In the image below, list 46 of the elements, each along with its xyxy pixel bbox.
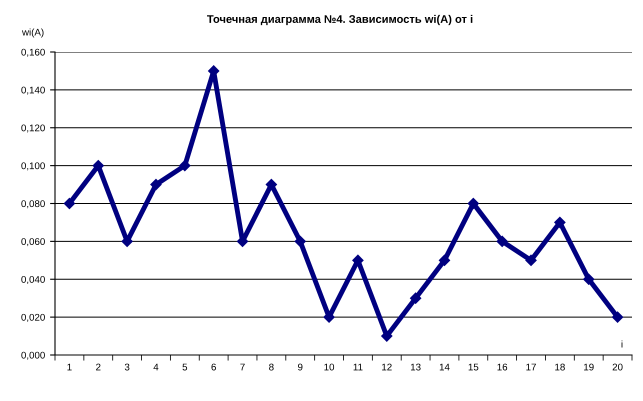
- y-tick-label: 0,140: [21, 86, 45, 95]
- x-tick-label: 2: [96, 364, 100, 370]
- point: [92, 160, 104, 172]
- y-tick-label: 0,080: [21, 200, 45, 208]
- point: [179, 160, 190, 172]
- y-tick-label: 0,100: [21, 162, 45, 170]
- x-tick-label: 13: [410, 364, 421, 370]
- x-tick-label: 9: [298, 364, 302, 370]
- y-tick-label: 0,040: [21, 276, 45, 284]
- x-tick-label: 5: [182, 364, 188, 370]
- x-tick-label: 19: [584, 364, 594, 370]
- point: [381, 330, 392, 342]
- x-tick-label: 11: [354, 364, 362, 370]
- point: [410, 292, 422, 304]
- point: [150, 178, 162, 190]
- x-tick-label: 14: [440, 364, 450, 370]
- point: [554, 216, 566, 228]
- x-tick-label: 10: [324, 364, 334, 370]
- x-tick-label: 4: [153, 364, 158, 370]
- y-tick-label: 0,120: [21, 124, 45, 133]
- x-tick-label: 1: [67, 364, 72, 370]
- x-tick-label: 15: [468, 364, 478, 370]
- point: [64, 198, 76, 210]
- x-tick-label: 3: [124, 364, 130, 370]
- x-tick-label: 17: [526, 364, 536, 370]
- x-tick-label: 7: [240, 364, 245, 370]
- point: [294, 236, 306, 247]
- chart-title: Точечная диаграмма №4. Зависимость wi(A) от i: [207, 14, 472, 26]
- y-tick-label: 0,000: [21, 352, 45, 360]
- point: [612, 312, 624, 323]
- point: [496, 236, 508, 247]
- point: [438, 254, 450, 266]
- point: [468, 198, 479, 210]
- x-tick-label: 12: [382, 364, 392, 370]
- x-tick-label: 20: [612, 364, 623, 370]
- y-tick-label: 0,060: [21, 238, 45, 246]
- x-tick-label: 18: [555, 364, 565, 370]
- point: [266, 178, 277, 190]
- x-tick-label: 8: [269, 364, 274, 370]
- x-tick-label: 6: [211, 364, 216, 370]
- point: [583, 274, 594, 285]
- y-tick-label: 0,020: [21, 314, 45, 322]
- x-tick-label: 16: [498, 364, 508, 370]
- y-tick-label: 0,160: [21, 48, 45, 57]
- point: [525, 254, 537, 266]
- y-axis-title: wi(A): [22, 28, 44, 38]
